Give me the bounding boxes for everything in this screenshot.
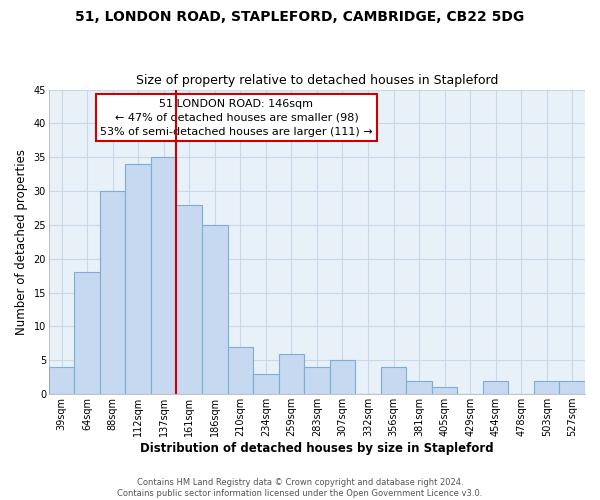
Bar — [559, 380, 585, 394]
Bar — [227, 347, 253, 394]
Bar — [432, 388, 457, 394]
Bar — [483, 380, 508, 394]
Bar — [329, 360, 355, 394]
Bar — [253, 374, 278, 394]
Bar — [381, 367, 406, 394]
Bar — [100, 191, 125, 394]
Bar — [534, 380, 559, 394]
Bar — [74, 272, 100, 394]
Bar — [304, 367, 329, 394]
Bar — [151, 157, 176, 394]
Bar — [125, 164, 151, 394]
Bar — [176, 204, 202, 394]
Title: Size of property relative to detached houses in Stapleford: Size of property relative to detached ho… — [136, 74, 498, 87]
Text: 51, LONDON ROAD, STAPLEFORD, CAMBRIDGE, CB22 5DG: 51, LONDON ROAD, STAPLEFORD, CAMBRIDGE, … — [76, 10, 524, 24]
Bar — [202, 225, 227, 394]
Text: 51 LONDON ROAD: 146sqm
← 47% of detached houses are smaller (98)
53% of semi-det: 51 LONDON ROAD: 146sqm ← 47% of detached… — [100, 98, 373, 136]
Y-axis label: Number of detached properties: Number of detached properties — [15, 149, 28, 335]
Bar — [406, 380, 432, 394]
X-axis label: Distribution of detached houses by size in Stapleford: Distribution of detached houses by size … — [140, 442, 494, 455]
Bar — [49, 367, 74, 394]
Bar — [278, 354, 304, 394]
Text: Contains HM Land Registry data © Crown copyright and database right 2024.
Contai: Contains HM Land Registry data © Crown c… — [118, 478, 482, 498]
